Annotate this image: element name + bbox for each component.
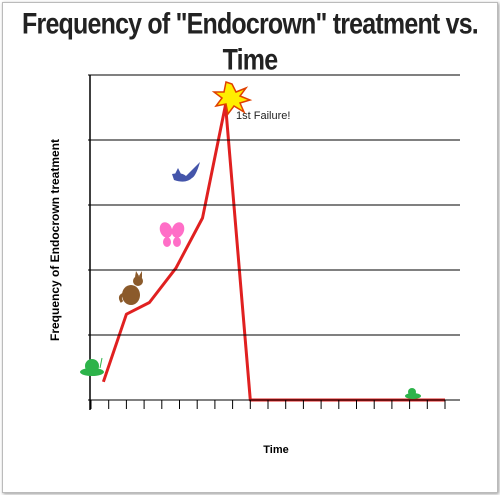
chart-title: Frequency of "Endocrown" treatment vs. T… bbox=[22, 7, 479, 77]
explosion-icon bbox=[211, 81, 253, 116]
butterfly-icon bbox=[159, 222, 185, 247]
cat-icon bbox=[118, 271, 143, 305]
y-axis-label: Frequency of Endocrown treatment bbox=[48, 139, 62, 341]
annotation: 1st Failure! bbox=[236, 110, 290, 122]
data-line bbox=[101, 103, 445, 402]
x-axis-label: Time bbox=[263, 444, 288, 456]
small-snail-icon bbox=[405, 388, 421, 399]
bird-icon bbox=[172, 162, 200, 182]
snail-icon bbox=[80, 357, 104, 376]
